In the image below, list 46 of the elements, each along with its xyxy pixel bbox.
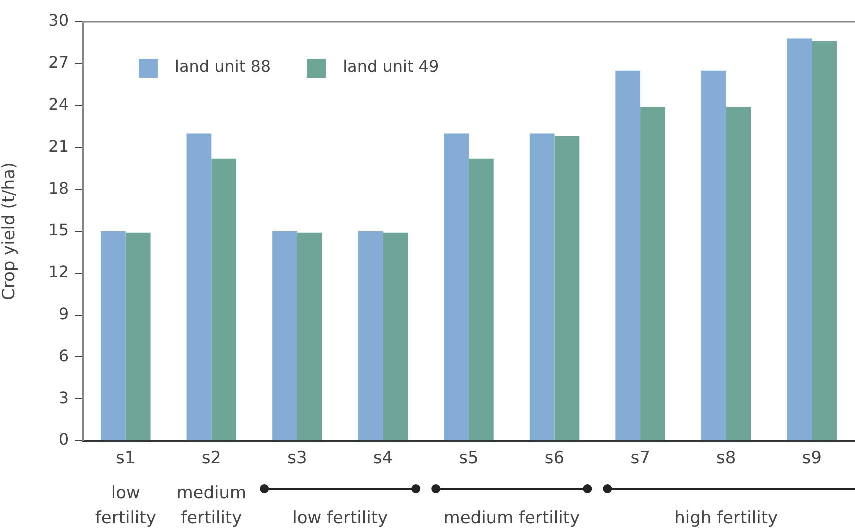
bar: [640, 107, 666, 440]
bar: [383, 232, 408, 440]
y-tick-label: 30: [48, 11, 69, 30]
text: low fertility: [292, 508, 388, 528]
bar: [186, 134, 212, 440]
y-tick-label: 21: [48, 136, 69, 156]
x-tick-label: s4: [373, 448, 394, 469]
bar: [469, 158, 494, 440]
y-tick-label: 0: [58, 430, 69, 450]
bar: [272, 232, 298, 440]
y-tick-label: 15: [48, 220, 69, 240]
x-tick-label: s6: [544, 448, 565, 469]
bar: [701, 70, 726, 440]
legend-label: land unit 49: [343, 57, 440, 76]
legend-label: land unit 88: [175, 57, 272, 76]
y-tick-label: 12: [48, 262, 69, 282]
y-tick-label: 24: [48, 94, 69, 114]
x-tick-label: s9: [802, 448, 822, 469]
x-tick-label: s8: [716, 448, 736, 469]
bar: [554, 136, 580, 440]
text: medium fertility: [176, 483, 247, 528]
x-tick-label: s1: [116, 448, 136, 469]
y-axis-title: Crop yield (t/ha): [0, 162, 20, 301]
text: high fertility: [674, 508, 778, 528]
y-tick-label: 6: [58, 346, 69, 366]
bar: [297, 232, 322, 440]
bar: [444, 134, 469, 440]
x-tick-label: s5: [459, 448, 479, 469]
bar: [212, 158, 237, 440]
x-tick-label: s3: [288, 448, 308, 469]
bar: [358, 232, 384, 440]
y-tick-label: 27: [48, 53, 69, 72]
y-tick-label: 18: [48, 178, 69, 198]
x-tick-label: s7: [630, 448, 650, 469]
bar: [812, 42, 837, 440]
y-tick-label: 9: [58, 304, 69, 324]
bar: [101, 232, 126, 440]
bar: [126, 232, 151, 440]
x-tick-label: s2: [202, 448, 222, 469]
bar: [530, 134, 555, 440]
text: medium fertility: [444, 508, 580, 528]
text: low fertility: [95, 483, 156, 528]
bar: [616, 70, 641, 440]
y-tick-label: 3: [58, 388, 69, 408]
bar: [787, 38, 812, 440]
bar: [726, 107, 752, 440]
